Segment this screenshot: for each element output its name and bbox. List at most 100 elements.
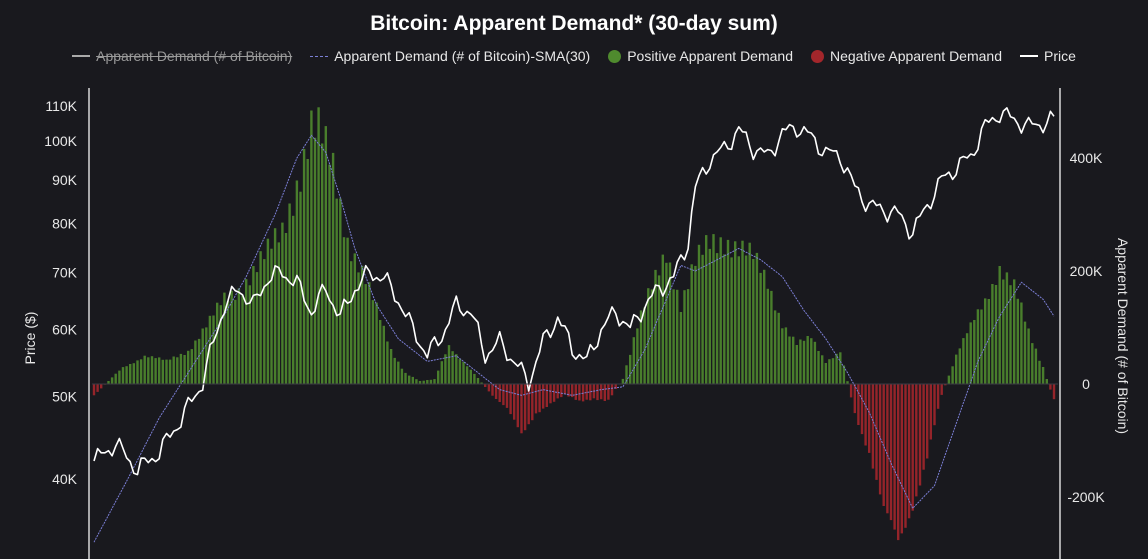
positive-demand-bar [114, 373, 117, 384]
positive-demand-bar [842, 365, 846, 384]
positive-demand-bar [346, 237, 349, 384]
positive-demand-bar [730, 257, 733, 384]
positive-demand-bar [400, 368, 404, 384]
positive-demand-bar [462, 362, 465, 384]
left-tick-label: 110K [45, 98, 77, 114]
negative-demand-bar [936, 384, 940, 409]
positive-demand-bar [969, 322, 972, 384]
positive-demand-bar [255, 272, 259, 384]
positive-demand-bar [686, 289, 690, 384]
positive-demand-bar [168, 359, 172, 384]
legend-item-price[interactable]: Price [1019, 48, 1076, 64]
positive-demand-bar [408, 375, 411, 384]
axes: 40K 50K 60K 70K 80K 90K 100K 110K -200K 0 200K 400K… [22, 88, 1131, 559]
legend-item-apparent-demand[interactable]: Apparent Demand (# of Bitcoin) [72, 48, 292, 64]
negative-demand-bar [1049, 384, 1052, 390]
negative-demand-bar [918, 384, 922, 486]
legend-dot-swatch [810, 49, 824, 63]
positive-demand-bar [839, 352, 842, 384]
negative-demand-bar [610, 384, 614, 396]
negative-demand-bar [92, 384, 96, 396]
positive-demand-bar [205, 327, 208, 384]
positive-demand-bar [201, 328, 204, 384]
positive-demand-bar [650, 289, 654, 384]
negative-demand-bar [563, 384, 567, 395]
positive-demand-bar [429, 379, 433, 384]
negative-demand-bar [505, 384, 509, 408]
positive-demand-bar [433, 379, 436, 384]
positive-demand-bar [237, 288, 241, 384]
negative-demand-bar [523, 384, 527, 431]
negative-demand-bar [520, 384, 523, 434]
negative-demand-bar [614, 384, 617, 389]
negative-demand-bar [571, 384, 574, 398]
negative-demand-bar [868, 384, 871, 453]
negative-demand-bar [491, 384, 494, 396]
positive-demand-bar [342, 237, 346, 384]
negative-demand-bar [527, 384, 530, 425]
legend-item-negative[interactable]: Negative Apparent Demand [810, 48, 1002, 64]
positive-demand-bar [404, 372, 407, 384]
positive-demand-bar [629, 354, 632, 384]
legend-dot-swatch [608, 49, 622, 63]
legend-item-positive[interactable]: Positive Apparent Demand [608, 48, 793, 64]
positive-demand-bar [252, 266, 255, 384]
positive-demand-bar [179, 353, 183, 384]
positive-demand-bar [331, 152, 335, 384]
positive-demand-bar [672, 289, 675, 384]
positive-demand-bar [386, 341, 389, 384]
legend-dashed-swatch [310, 55, 329, 57]
positive-demand-bar [965, 333, 969, 384]
positive-demand-bar [987, 299, 990, 384]
positive-demand-bar [208, 315, 212, 384]
negative-demand-bar [556, 384, 559, 399]
negative-demand-bar [904, 384, 907, 528]
legend-item-sma[interactable]: Apparent Demand (# of Bitcoin)-SMA(30) [310, 48, 590, 64]
negative-demand-bar [600, 384, 603, 400]
positive-demand-bar [234, 299, 237, 384]
positive-demand-bar [458, 359, 462, 384]
negative-demand-bar [900, 384, 903, 534]
positive-demand-bar [748, 242, 751, 384]
positive-demand-bar [694, 265, 697, 384]
positive-demand-bar [726, 239, 730, 384]
positive-demand-bar [418, 381, 422, 384]
positive-demand-bar [947, 375, 951, 384]
negative-demand-bar [871, 384, 875, 469]
positive-demand-bar [806, 336, 809, 384]
positive-demand-bar [158, 357, 161, 384]
negative-demand-bar [922, 384, 925, 470]
negative-demand-bar [893, 384, 896, 530]
negative-demand-bar [889, 384, 893, 521]
positive-demand-bar [647, 288, 650, 384]
positive-demand-bar [976, 309, 980, 384]
negative-demand-bar [585, 384, 588, 400]
positive-demand-bar [643, 307, 646, 384]
positive-demand-bar [364, 284, 367, 384]
positive-demand-bar [172, 356, 175, 384]
positive-demand-bar [194, 340, 197, 384]
positive-demand-bar [426, 380, 429, 384]
positive-demand-bar [708, 248, 711, 384]
positive-demand-bar [1027, 328, 1030, 384]
positive-demand-bar [110, 377, 114, 384]
positive-demand-bar [734, 241, 737, 384]
positive-demand-bar [802, 340, 806, 384]
positive-demand-bar [1023, 321, 1027, 384]
positive-demand-bar [132, 363, 135, 384]
positive-demand-bar [379, 320, 382, 384]
positive-demand-bar [951, 366, 954, 384]
positive-demand-bar [223, 292, 226, 384]
positive-demand-bar [741, 240, 744, 384]
positive-demand-bar [248, 285, 251, 384]
negative-demand-bar [509, 384, 512, 415]
positive-demand-bar [1002, 279, 1005, 384]
negative-demand-bar [944, 384, 947, 386]
left-tick-label: 80K [52, 215, 78, 231]
right-tick-label: 400K [1070, 150, 1103, 166]
positive-demand-bar [955, 354, 958, 384]
negative-demand-bar [542, 384, 545, 409]
positive-demand-bar [683, 290, 686, 384]
negative-demand-bar [907, 384, 911, 519]
